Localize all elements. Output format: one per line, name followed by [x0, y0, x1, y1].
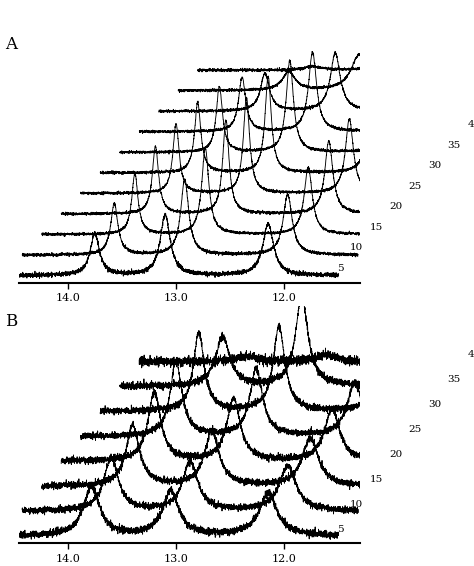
Text: 40: 40	[467, 120, 474, 129]
Text: 20: 20	[389, 450, 402, 459]
Text: 15: 15	[370, 475, 383, 484]
Text: 35: 35	[448, 375, 461, 384]
Text: 25: 25	[409, 182, 422, 191]
Text: 10: 10	[350, 243, 364, 252]
Text: 15: 15	[370, 222, 383, 231]
Text: 10: 10	[350, 500, 364, 509]
Text: 40: 40	[467, 350, 474, 359]
Text: 5: 5	[337, 264, 344, 273]
Text: 35: 35	[448, 140, 461, 149]
Text: 20: 20	[389, 202, 402, 211]
Text: A: A	[5, 36, 18, 53]
Text: 30: 30	[428, 400, 441, 409]
X-axis label: ppm: ppm	[175, 306, 204, 319]
Text: 30: 30	[428, 161, 441, 170]
Text: B: B	[5, 313, 18, 330]
Text: 5: 5	[337, 525, 344, 534]
Text: 25: 25	[409, 425, 422, 434]
